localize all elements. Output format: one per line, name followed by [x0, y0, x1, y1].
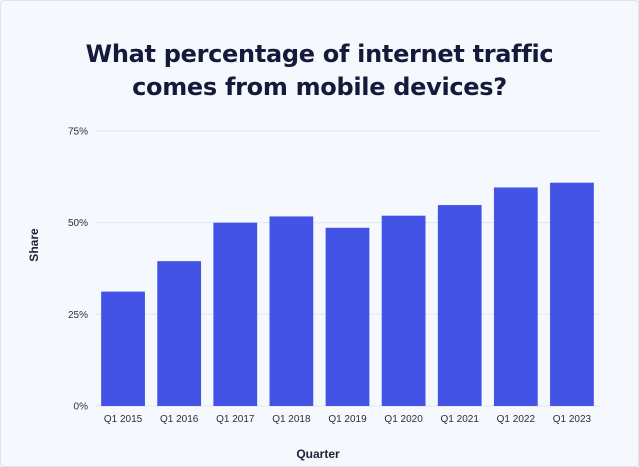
x-tick-label: Q1 2016 [160, 414, 199, 425]
y-tick-label: 0% [74, 402, 89, 413]
x-tick-label: Q1 2021 [441, 414, 480, 425]
bar [325, 227, 370, 406]
x-tick-label: Q1 2019 [328, 414, 367, 425]
bar [550, 182, 594, 406]
bar [269, 216, 314, 406]
x-tick-label: Q1 2015 [104, 414, 143, 425]
bars [101, 182, 594, 406]
x-tick-label: Q1 2022 [497, 414, 536, 425]
y-tick-label: 25% [68, 310, 88, 321]
x-tick-label: Q1 2017 [216, 414, 255, 425]
x-axis-title: Quarter [296, 447, 340, 461]
y-tick-label: 50% [68, 218, 88, 229]
bar [437, 205, 482, 406]
bar [213, 222, 258, 406]
y-axis-ticks: 0% 25% 50% 75% [68, 127, 88, 413]
bar [381, 215, 426, 406]
chart-title: What percentage of internet traffic come… [0, 38, 639, 104]
bar [101, 291, 145, 406]
bar [157, 261, 202, 406]
y-axis-title: Share [27, 228, 41, 262]
x-tick-label: Q1 2023 [553, 414, 592, 425]
y-tick-label: 75% [68, 127, 88, 138]
chart-title-line-2: comes from mobile devices? [132, 73, 507, 101]
x-tick-label: Q1 2018 [272, 414, 311, 425]
chart-title-line-1: What percentage of internet traffic [85, 40, 554, 68]
x-axis-ticks: Q1 2015 Q1 2016 Q1 2017 Q1 2018 Q1 2019 Q1 20… [104, 414, 592, 425]
x-tick-label: Q1 2020 [384, 414, 423, 425]
bar [493, 187, 538, 406]
